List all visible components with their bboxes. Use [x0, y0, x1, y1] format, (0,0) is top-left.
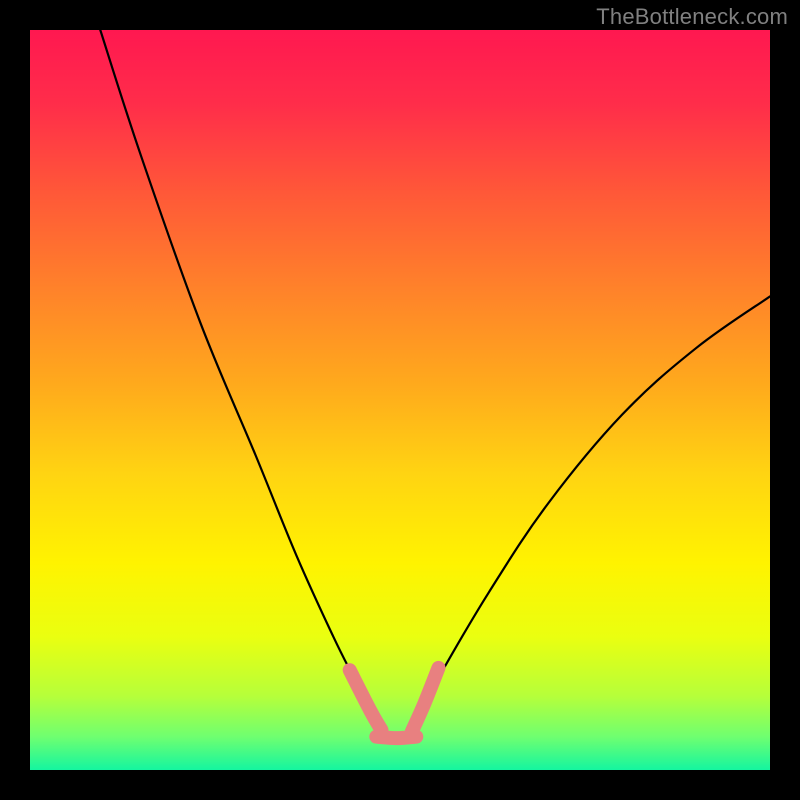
chart-frame: TheBottleneck.com: [0, 0, 800, 800]
salmon-left-tick: [350, 670, 382, 730]
curves-layer: [30, 30, 770, 770]
curve-right-branch: [422, 296, 770, 709]
curve-left-branch: [100, 30, 372, 715]
plot-area: [30, 30, 770, 770]
salmon-right-tick: [412, 668, 439, 732]
watermark-text: TheBottleneck.com: [596, 4, 788, 30]
salmon-highlight: [350, 668, 439, 738]
